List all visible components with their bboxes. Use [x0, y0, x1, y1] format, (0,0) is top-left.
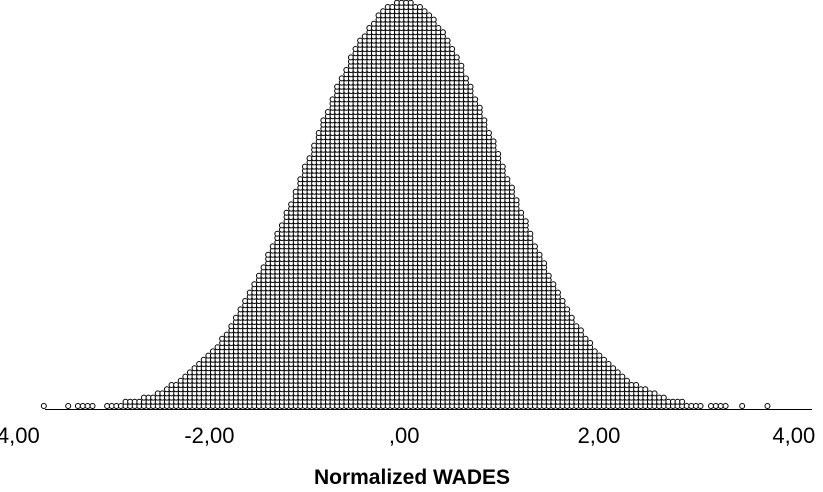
data-dot [550, 281, 557, 288]
data-dot [421, 8, 428, 15]
data-dot [467, 83, 474, 90]
data-dot [481, 117, 488, 124]
data-dot [527, 230, 534, 237]
data-dot [407, 0, 414, 6]
data-dot [522, 218, 529, 225]
data-dot [518, 209, 525, 216]
data-dot [541, 260, 548, 267]
dot-layer [40, 0, 771, 409]
data-dot [435, 25, 442, 31]
data-dot [476, 104, 483, 111]
data-dot [453, 54, 460, 61]
data-dot [573, 323, 580, 330]
data-dot [508, 184, 515, 191]
data-dot [439, 29, 446, 36]
data-dot [568, 314, 575, 321]
data-dot [495, 151, 502, 157]
data-dot [426, 12, 433, 19]
data-dot [490, 138, 497, 145]
data-dot [444, 37, 451, 44]
data-dot [531, 243, 538, 250]
data-dot [485, 130, 492, 136]
data-dot [472, 96, 479, 103]
data-dot [545, 272, 552, 279]
data-dot [504, 176, 511, 183]
data-dot [462, 75, 469, 82]
data-dot [499, 163, 506, 170]
data-dot [559, 298, 566, 304]
data-dot [430, 16, 437, 23]
data-dot [536, 251, 543, 258]
data-dot [554, 289, 561, 296]
data-dot [416, 4, 423, 10]
data-dot [582, 335, 589, 342]
data-dot [458, 62, 465, 69]
data-dot [577, 327, 584, 334]
data-dot [513, 197, 520, 204]
data-dot [564, 306, 571, 313]
data-dot [449, 46, 456, 52]
